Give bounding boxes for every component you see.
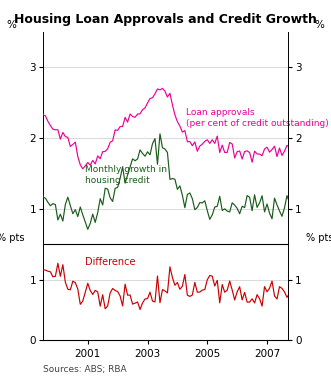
Text: Difference: Difference [85,257,135,267]
Text: % pts: % pts [306,233,331,243]
Text: Sources: ABS; RBA: Sources: ABS; RBA [43,365,127,374]
Text: Loan approvals
(per cent of credit outstanding): Loan approvals (per cent of credit outst… [186,108,329,129]
Text: Housing Loan Approvals and Credit Growth: Housing Loan Approvals and Credit Growth [14,13,317,26]
Text: %: % [6,20,16,30]
Text: Monthly growth in
housing credit: Monthly growth in housing credit [85,165,167,185]
Text: %: % [315,20,325,30]
Text: % pts: % pts [0,233,25,243]
